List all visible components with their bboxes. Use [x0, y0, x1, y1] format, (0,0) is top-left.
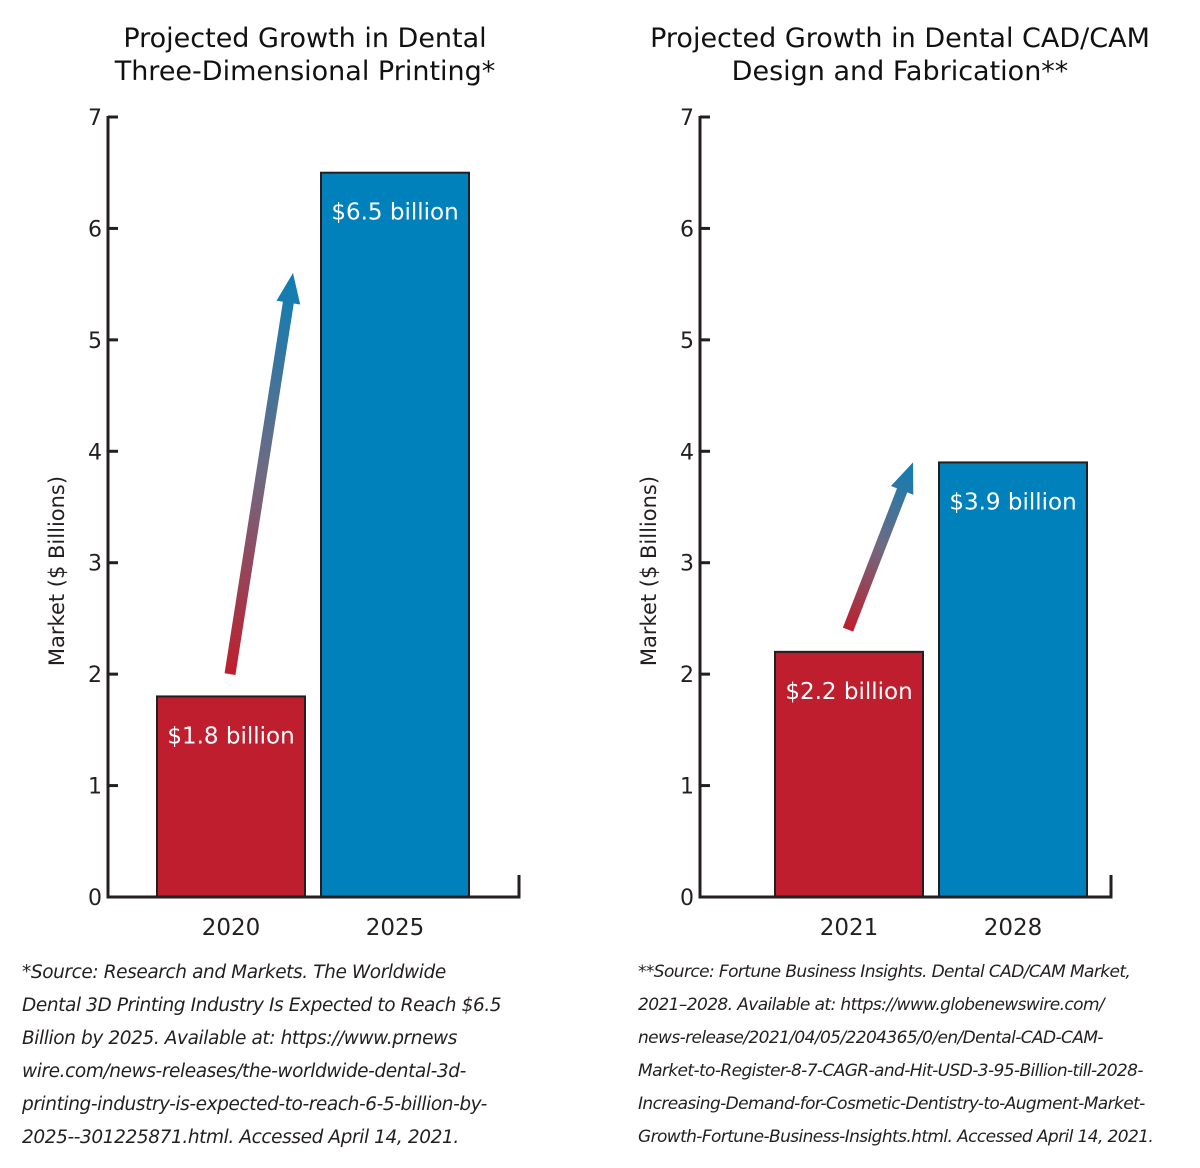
- chart-cad-cam: $2.2 billion 2021 $3.9 billion 2028 0 1 2 3 4 5 6 7…: [637, 106, 1113, 941]
- growth-arrow-icon: [224, 273, 301, 675]
- title-line: Design and Fabrication**: [731, 56, 1069, 87]
- y-axis-title: Market ($ Billions): [637, 476, 661, 666]
- y-tick-label: 1: [88, 775, 102, 800]
- source-line: printing-industry-is-expected-to-reach-6…: [22, 1094, 487, 1115]
- x-tick-label: 2025: [366, 915, 425, 941]
- bar-2021: [774, 650, 924, 898]
- bar-charts: $1.8 billion 2020 $6.5 billion 2025 0 1 2 3 4 5 6 7…: [45, 106, 1113, 941]
- y-tick-label: 6: [88, 217, 102, 242]
- y-tick-label: 5: [88, 329, 102, 354]
- chart-3d-printing: $1.8 billion 2020 $6.5 billion 2025 0 1 2 3 4 5 6 7…: [45, 106, 521, 941]
- bar-2025: [320, 171, 470, 898]
- y-tick-label: 5: [680, 329, 694, 354]
- source-note-3d-printing: *Source: Research and Markets. The World…: [22, 956, 582, 1154]
- y-tick-label: 3: [88, 552, 102, 577]
- y-axis-title: Market ($ Billions): [45, 476, 69, 666]
- source-line: Billion by 2025. Available at: https://w…: [22, 1028, 458, 1049]
- y-tick-label: 2: [88, 663, 102, 688]
- x-tick-label: 2021: [820, 915, 879, 941]
- chart-title-cad-cam: Projected Growth in Dental CAD/CAM Desig…: [620, 22, 1180, 88]
- y-tick-label: 2: [680, 663, 694, 688]
- y-tick-label: 7: [88, 106, 102, 131]
- y-tick-label: 7: [680, 106, 694, 131]
- bar-2028: [938, 461, 1088, 898]
- data-label: $1.8 billion: [167, 723, 294, 749]
- source-line: **Source: Fortune Business Insights. Den…: [638, 962, 1131, 982]
- y-tick-label: 4: [680, 440, 694, 465]
- title-line: Three-Dimensional Printing*: [114, 56, 496, 87]
- source-line: *Source: Research and Markets. The World…: [22, 962, 446, 983]
- y-tick-label: 6: [680, 217, 694, 242]
- data-label: $6.5 billion: [331, 200, 458, 226]
- source-line: Growth-Fortune-Business-Insights.html. A…: [638, 1127, 1154, 1147]
- data-label: $3.9 billion: [949, 489, 1076, 515]
- growth-arrow-icon: [842, 462, 914, 632]
- source-line: 2021–2028. Available at: https://www.glo…: [638, 995, 1105, 1015]
- y-tick-label: 1: [680, 775, 694, 800]
- source-line: news-release/2021/04/05/2204365/0/en/Den…: [638, 1028, 1104, 1048]
- x-tick-label: 2020: [202, 915, 261, 941]
- title-line: Projected Growth in Dental CAD/CAM: [650, 23, 1150, 54]
- y-tick-label: 0: [88, 886, 102, 911]
- y-tick-label: 4: [88, 440, 102, 465]
- data-label: $2.2 billion: [785, 679, 912, 705]
- x-tick-label: 2028: [984, 915, 1043, 941]
- source-line: wire.com/news-releases/the-worldwide-den…: [22, 1061, 466, 1082]
- bar-2020: [156, 695, 306, 899]
- y-tick-label: 0: [680, 886, 694, 911]
- source-line: Increasing-Demand-for-Cosmetic-Dentistry…: [638, 1094, 1145, 1114]
- source-line: 2025--301225871.html. Accessed April 14,…: [22, 1127, 459, 1148]
- y-tick-label: 3: [680, 552, 694, 577]
- source-line: Market-to-Register-8-7-CAGR-and-Hit-USD-…: [638, 1061, 1143, 1081]
- title-line: Projected Growth in Dental: [123, 23, 487, 54]
- source-note-cad-cam: **Source: Fortune Business Insights. Den…: [638, 956, 1198, 1154]
- chart-title-3d-printing: Projected Growth in Dental Three-Dimensi…: [60, 22, 550, 88]
- source-line: Dental 3D Printing Industry Is Expected …: [22, 995, 502, 1016]
